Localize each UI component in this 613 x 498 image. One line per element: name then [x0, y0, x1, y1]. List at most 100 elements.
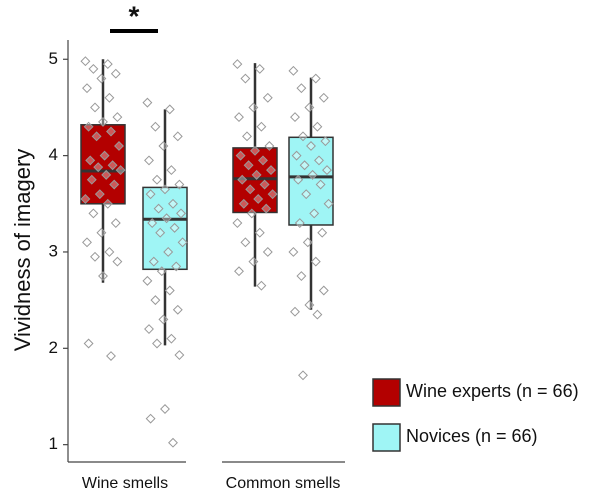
data-point [318, 92, 329, 103]
data-point [306, 141, 316, 151]
data-point [323, 198, 334, 209]
data-point [106, 126, 116, 137]
data-point [98, 271, 108, 281]
data-point [156, 266, 167, 277]
data-point [88, 63, 99, 74]
data-point [312, 121, 323, 132]
data-point [299, 160, 310, 171]
data-point [248, 256, 259, 267]
data-point [259, 179, 270, 190]
y-tick-label: 4 [49, 145, 58, 164]
data-point [94, 189, 105, 200]
data-point [232, 218, 243, 229]
data-point [177, 237, 188, 248]
data-point [293, 174, 304, 185]
data-point [322, 165, 332, 176]
data-point [102, 59, 113, 70]
data-point [237, 174, 248, 185]
data-point [145, 189, 156, 200]
data-point [150, 121, 161, 132]
data-point [288, 247, 299, 257]
y-tick-label: 5 [49, 49, 58, 68]
data-point [85, 155, 96, 166]
data-point [160, 404, 170, 414]
data-point [147, 218, 158, 229]
data-point [240, 73, 251, 84]
box [80, 124, 126, 205]
data-point [298, 131, 308, 142]
data-point [160, 184, 170, 195]
data-point [234, 112, 244, 123]
data-point [256, 280, 267, 291]
data-point [243, 160, 254, 171]
data-point [98, 116, 108, 127]
data-point [152, 174, 162, 185]
data-point [246, 208, 257, 219]
data-point [161, 213, 172, 224]
data-point [232, 59, 243, 70]
data-point [302, 237, 313, 248]
data-point [166, 333, 177, 344]
data-point [144, 324, 154, 334]
data-point [315, 179, 326, 190]
data-point [114, 141, 124, 151]
data-point [142, 97, 153, 108]
data-point [314, 155, 324, 166]
box [142, 186, 188, 271]
data-point [309, 208, 320, 219]
data-point [258, 155, 268, 166]
data-point [174, 350, 185, 361]
data-point [115, 165, 126, 176]
data-point [109, 179, 120, 190]
data-point [82, 237, 92, 248]
data-point [267, 189, 278, 200]
data-point [145, 413, 156, 424]
data-point [83, 338, 94, 349]
data-point [169, 222, 180, 233]
data-point [99, 150, 110, 161]
data-point [168, 437, 178, 448]
data-point [304, 300, 315, 310]
x-tick-label: Common smells [226, 475, 341, 492]
data-point [290, 306, 300, 317]
data-point [155, 227, 166, 238]
data-point [106, 351, 116, 361]
data-point [158, 314, 169, 325]
data-point [291, 150, 302, 161]
data-point [153, 203, 164, 214]
data-point [266, 165, 276, 176]
data-point [288, 65, 299, 76]
data-point [248, 102, 259, 113]
data-point [158, 141, 169, 151]
data-point [110, 68, 121, 79]
data-point [234, 266, 244, 277]
data-point [164, 104, 175, 115]
data-point [142, 275, 153, 286]
data-point [240, 237, 251, 248]
data-point [150, 295, 161, 306]
data-point [242, 131, 252, 142]
data-point [296, 271, 307, 281]
data-point [238, 198, 249, 209]
data-point [166, 165, 177, 176]
data-point [312, 309, 323, 320]
data-point [296, 83, 307, 94]
y-tick-label: 3 [49, 241, 58, 260]
data-point [304, 102, 315, 113]
significance-marker: * [129, 0, 140, 31]
x-tick-label: Wine smells [82, 475, 168, 492]
data-point [104, 92, 115, 103]
data-point [164, 285, 175, 296]
data-point [264, 141, 275, 151]
data-point [251, 169, 262, 180]
data-point [148, 256, 159, 267]
data-point [317, 227, 328, 238]
data-point [176, 208, 186, 219]
data-point [298, 370, 308, 381]
legend-label: Wine experts (n = 66) [406, 381, 579, 401]
data-point [174, 179, 185, 190]
y-tick-label: 1 [49, 434, 58, 453]
data-point [90, 102, 100, 113]
data-point [96, 73, 107, 84]
data-point [253, 194, 264, 204]
